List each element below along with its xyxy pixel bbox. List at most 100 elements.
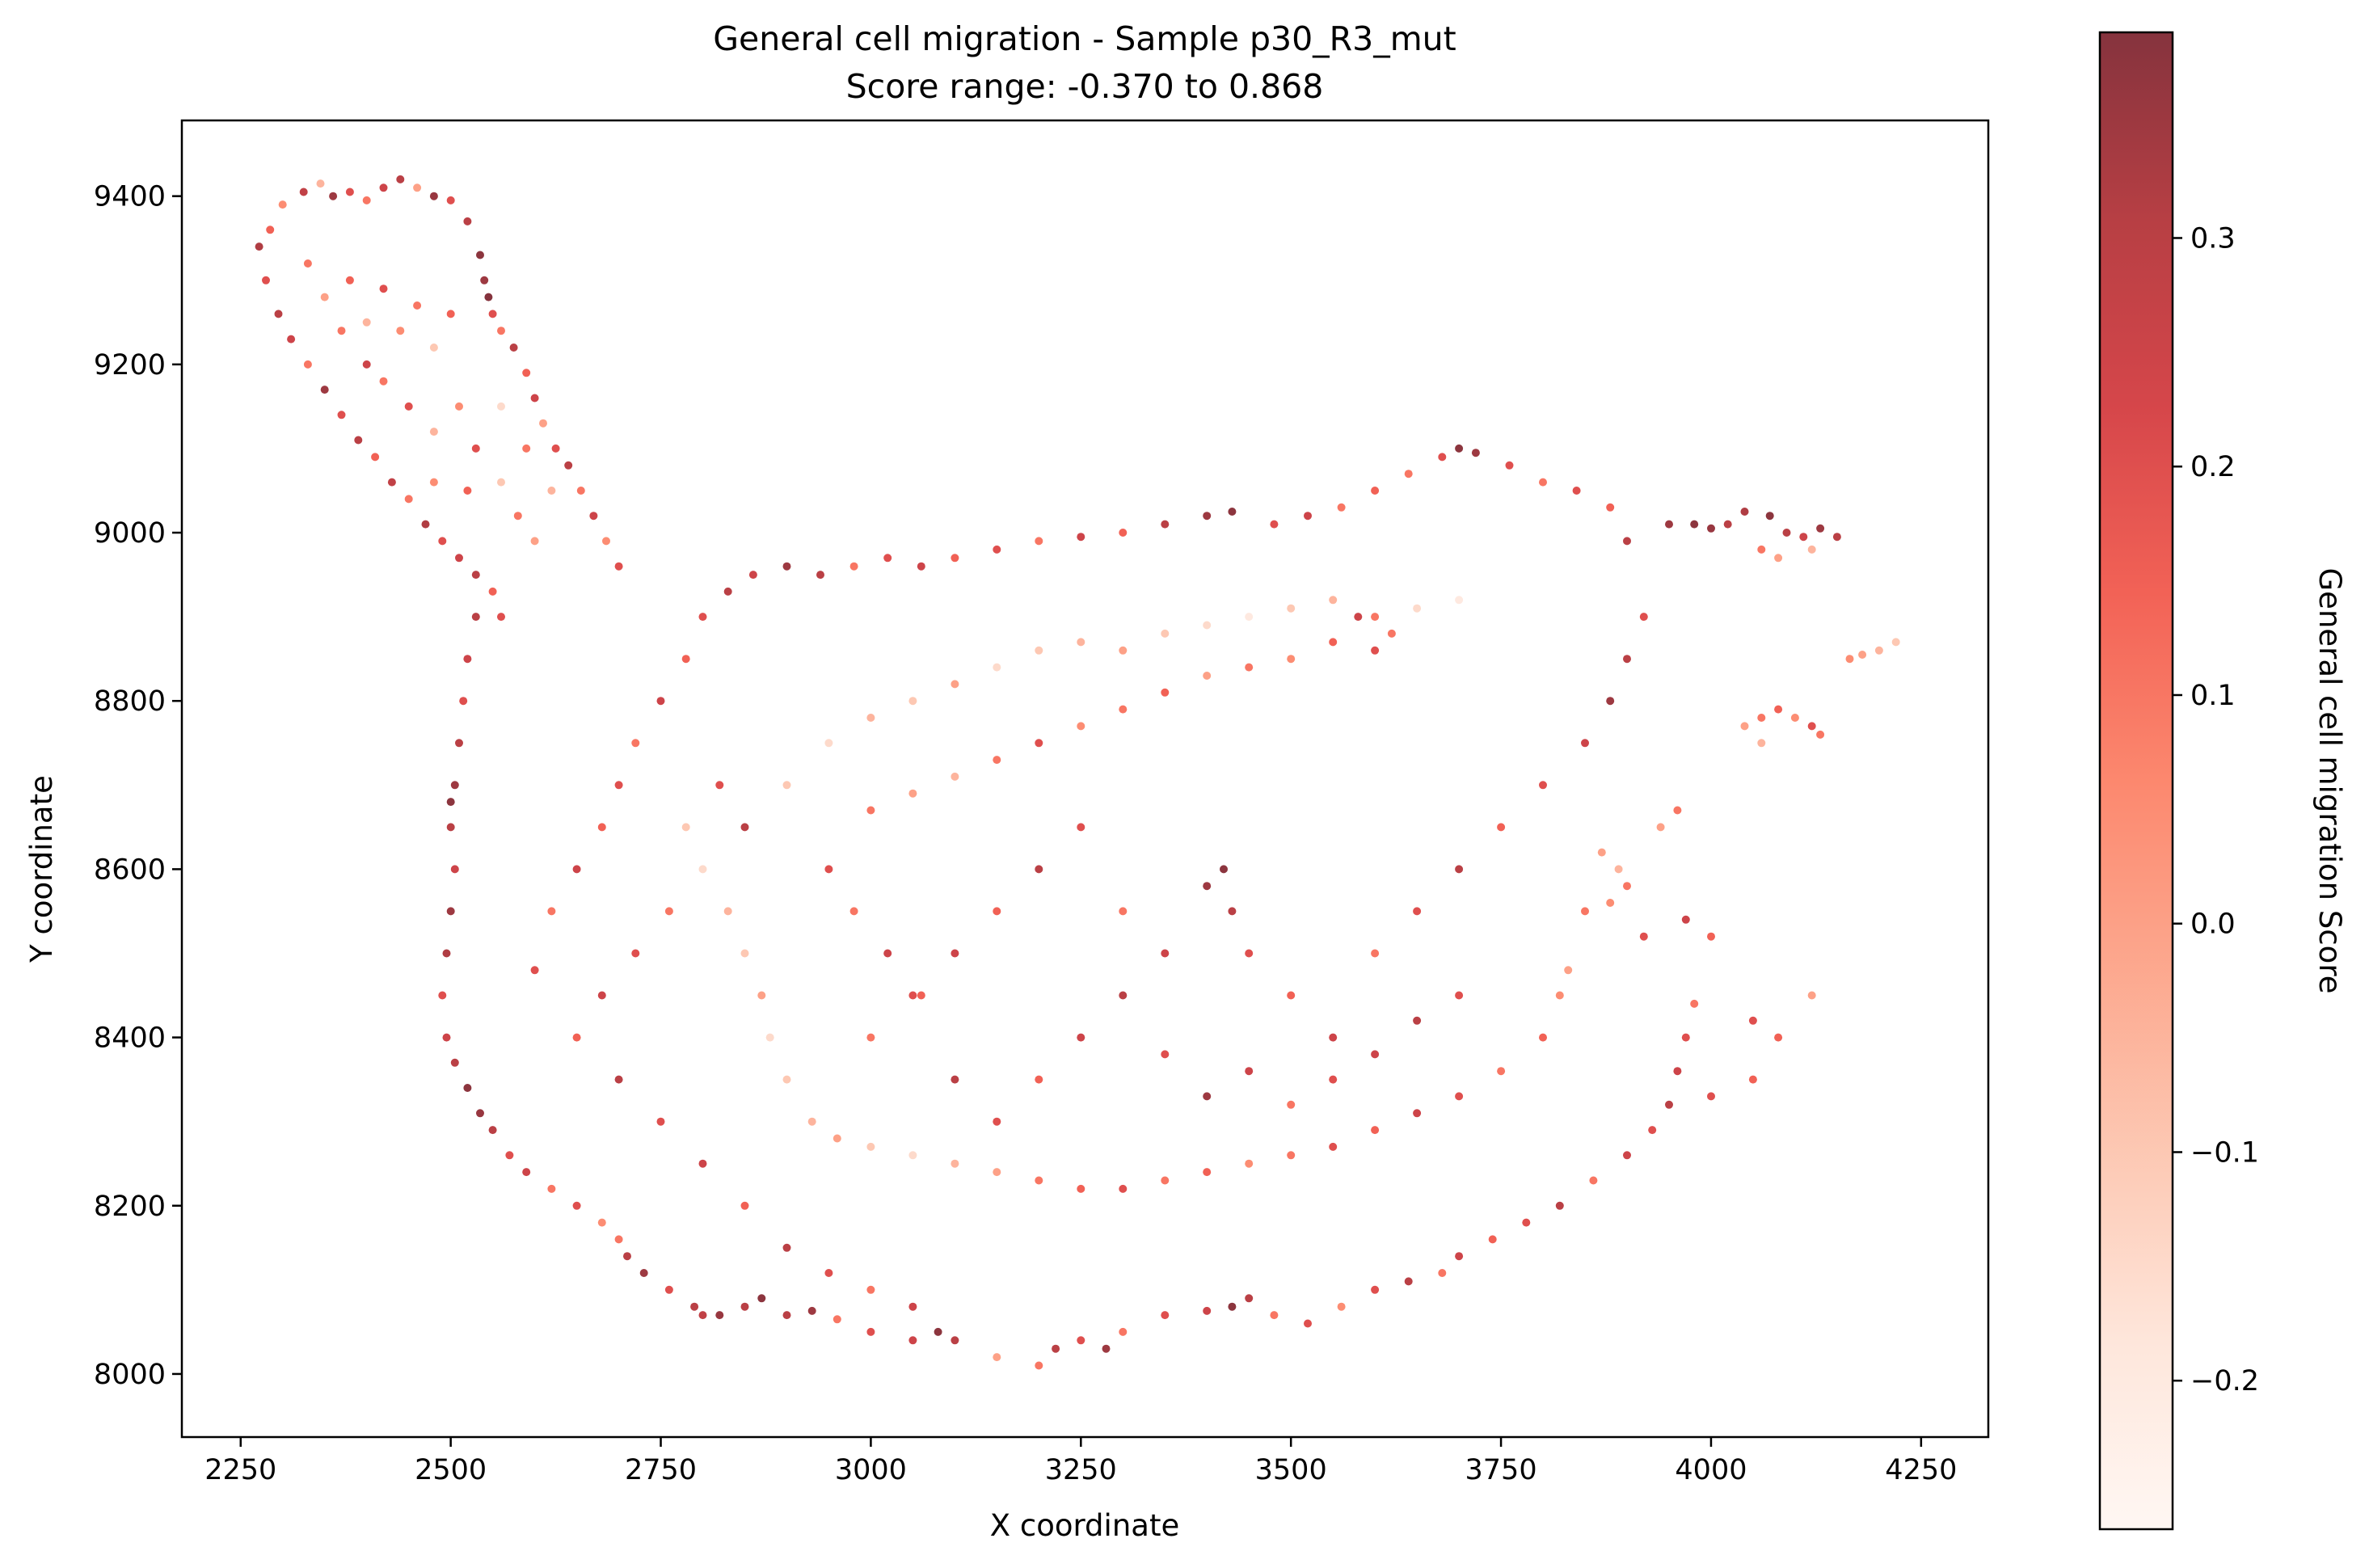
data-point xyxy=(429,344,438,352)
data-point xyxy=(1681,1033,1690,1042)
data-point xyxy=(1035,1075,1043,1084)
data-point xyxy=(1748,1016,1757,1025)
data-point xyxy=(1413,1016,1422,1025)
data-point xyxy=(572,1201,581,1210)
data-point xyxy=(934,1327,942,1336)
data-point xyxy=(1597,848,1606,857)
data-point xyxy=(476,251,484,259)
data-point xyxy=(597,991,606,1000)
x-tick-label: 3500 xyxy=(1255,1454,1327,1486)
data-point xyxy=(1413,604,1422,613)
data-point xyxy=(446,798,455,807)
data-point xyxy=(866,714,875,722)
data-point xyxy=(299,188,308,196)
data-point xyxy=(1161,1311,1170,1320)
data-point xyxy=(1077,533,1085,542)
data-point xyxy=(1077,1184,1085,1193)
data-point xyxy=(1581,907,1589,916)
data-point xyxy=(917,991,925,1000)
data-point xyxy=(1203,1092,1212,1101)
data-point xyxy=(429,478,438,487)
data-point xyxy=(1413,907,1422,916)
x-tick-label: 4000 xyxy=(1675,1454,1747,1486)
data-point xyxy=(488,587,497,596)
data-point xyxy=(345,188,354,196)
data-point xyxy=(782,1243,791,1252)
colorbar-tick-label: 0.0 xyxy=(2190,908,2236,941)
data-point xyxy=(614,562,623,571)
data-point xyxy=(450,865,459,874)
data-point xyxy=(1497,1067,1506,1076)
data-point xyxy=(1077,722,1085,731)
data-point xyxy=(1539,781,1547,790)
data-point xyxy=(1287,991,1296,1000)
data-point xyxy=(1203,1306,1212,1315)
colorbar-label: General cell migration Score xyxy=(2312,568,2347,994)
x-axis-ticks: 2250 2500 2750 3000 3250 3500 3750 4000 4250 xyxy=(204,1437,1957,1486)
data-point xyxy=(1329,638,1338,647)
data-point xyxy=(740,823,749,832)
data-point xyxy=(1052,1344,1060,1353)
data-point xyxy=(484,293,493,301)
data-point xyxy=(413,301,422,310)
data-point xyxy=(1606,503,1615,512)
data-point xyxy=(354,436,363,445)
y-axis-ticks: 8000 8200 8400 8600 8800 9000 9200 9400 xyxy=(94,181,182,1391)
data-point xyxy=(429,428,438,436)
y-tick-label: 8200 xyxy=(94,1191,166,1223)
data-point xyxy=(639,1269,648,1277)
data-point xyxy=(1245,1294,1254,1303)
data-point xyxy=(883,949,892,958)
data-point xyxy=(1371,1050,1380,1059)
data-point xyxy=(723,587,732,596)
data-point xyxy=(715,781,724,790)
data-point xyxy=(1572,487,1581,495)
x-tick-label: 3000 xyxy=(835,1454,907,1486)
colorbar-tick-label: −0.2 xyxy=(2190,1365,2259,1397)
data-point xyxy=(1287,1100,1296,1109)
data-point xyxy=(664,1285,673,1294)
y-tick-label: 9400 xyxy=(94,181,166,213)
data-point xyxy=(547,487,556,495)
data-point xyxy=(614,1235,623,1244)
data-point xyxy=(1497,823,1506,832)
data-point xyxy=(287,335,296,344)
data-point xyxy=(866,1285,875,1294)
data-point xyxy=(371,453,380,462)
data-point xyxy=(471,444,480,453)
data-point xyxy=(1404,470,1413,478)
data-point xyxy=(1329,596,1338,605)
data-point xyxy=(438,991,447,1000)
data-point xyxy=(1270,1311,1279,1320)
data-point xyxy=(446,310,455,318)
data-point xyxy=(404,402,413,411)
data-point xyxy=(1832,533,1841,542)
data-point xyxy=(255,242,263,251)
data-point xyxy=(1690,999,1699,1008)
data-point xyxy=(951,1159,959,1168)
data-point xyxy=(396,327,405,335)
data-point xyxy=(849,562,858,571)
data-point xyxy=(497,327,505,335)
data-point xyxy=(1077,1336,1085,1345)
data-point xyxy=(1740,722,1749,731)
data-point xyxy=(455,739,463,748)
data-point xyxy=(572,865,581,874)
data-point xyxy=(1891,638,1900,647)
data-point xyxy=(442,949,451,958)
data-point xyxy=(1404,1277,1413,1286)
data-point xyxy=(1757,545,1766,554)
data-point xyxy=(1371,1285,1380,1294)
data-point xyxy=(450,781,459,790)
data-point xyxy=(698,1311,707,1320)
data-point xyxy=(1790,714,1799,722)
data-point xyxy=(497,478,505,487)
data-point xyxy=(421,520,430,529)
data-point xyxy=(396,175,405,183)
data-point xyxy=(1555,1201,1564,1210)
data-point xyxy=(1614,865,1623,874)
data-point xyxy=(1648,1126,1657,1135)
data-point xyxy=(266,226,275,234)
data-point xyxy=(1203,882,1212,891)
data-point xyxy=(1665,1100,1673,1109)
